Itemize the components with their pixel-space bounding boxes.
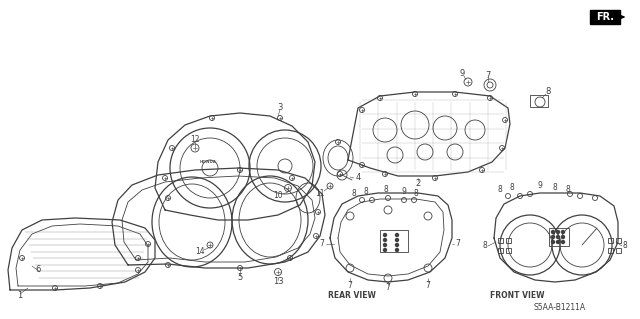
- Text: 9: 9: [460, 70, 465, 78]
- Text: 3: 3: [277, 103, 283, 113]
- Text: REAR VIEW: REAR VIEW: [328, 291, 376, 300]
- Text: 8: 8: [364, 187, 369, 196]
- Circle shape: [557, 235, 559, 239]
- Text: 6: 6: [35, 265, 41, 275]
- Circle shape: [557, 241, 559, 243]
- Circle shape: [396, 234, 399, 236]
- Bar: [549, 228, 569, 246]
- Circle shape: [561, 235, 564, 239]
- Bar: [608, 238, 613, 243]
- Text: 7: 7: [456, 240, 460, 249]
- Text: 7: 7: [348, 280, 353, 290]
- Text: 9: 9: [401, 187, 406, 196]
- Circle shape: [396, 243, 399, 247]
- Text: HONDA: HONDA: [200, 160, 216, 164]
- Text: 8: 8: [545, 87, 550, 97]
- Bar: [506, 248, 511, 253]
- Text: 2: 2: [415, 179, 420, 188]
- Circle shape: [561, 241, 564, 243]
- Text: 9: 9: [538, 182, 543, 190]
- Text: 13: 13: [273, 278, 284, 286]
- Text: 8: 8: [351, 189, 356, 197]
- Bar: [380, 230, 408, 252]
- Text: FR.: FR.: [596, 12, 614, 22]
- Text: 12: 12: [190, 136, 200, 145]
- Bar: [616, 248, 621, 253]
- Text: FRONT VIEW: FRONT VIEW: [490, 291, 545, 300]
- Bar: [616, 238, 621, 243]
- Text: 7: 7: [319, 240, 324, 249]
- Circle shape: [557, 231, 559, 234]
- Circle shape: [383, 243, 387, 247]
- Text: 10: 10: [273, 191, 283, 201]
- Text: 8: 8: [413, 189, 419, 197]
- Text: 8: 8: [566, 186, 570, 195]
- Circle shape: [383, 249, 387, 251]
- Text: 14: 14: [195, 248, 205, 256]
- Bar: [530, 95, 548, 107]
- Circle shape: [383, 234, 387, 236]
- Text: 8: 8: [623, 241, 627, 250]
- Circle shape: [396, 249, 399, 251]
- Text: 4: 4: [355, 174, 360, 182]
- Circle shape: [552, 235, 554, 239]
- Text: 7: 7: [426, 280, 431, 290]
- Text: 7: 7: [485, 70, 491, 79]
- Circle shape: [396, 239, 399, 241]
- Bar: [608, 248, 613, 253]
- Text: 5: 5: [237, 273, 243, 283]
- Text: 7: 7: [385, 284, 390, 293]
- Text: 8: 8: [383, 184, 388, 194]
- Bar: [590, 10, 620, 24]
- Text: 8: 8: [552, 183, 557, 192]
- Text: 8: 8: [483, 241, 488, 250]
- Text: S5AA-B1211A: S5AA-B1211A: [534, 303, 586, 313]
- Text: 1: 1: [17, 292, 22, 300]
- Bar: [498, 238, 503, 243]
- Circle shape: [561, 231, 564, 234]
- Circle shape: [383, 239, 387, 241]
- Circle shape: [552, 241, 554, 243]
- Circle shape: [552, 231, 554, 234]
- Bar: [498, 248, 503, 253]
- Bar: [506, 238, 511, 243]
- Text: 11: 11: [316, 189, 324, 197]
- Text: 8: 8: [498, 186, 502, 195]
- Text: 8: 8: [509, 183, 515, 192]
